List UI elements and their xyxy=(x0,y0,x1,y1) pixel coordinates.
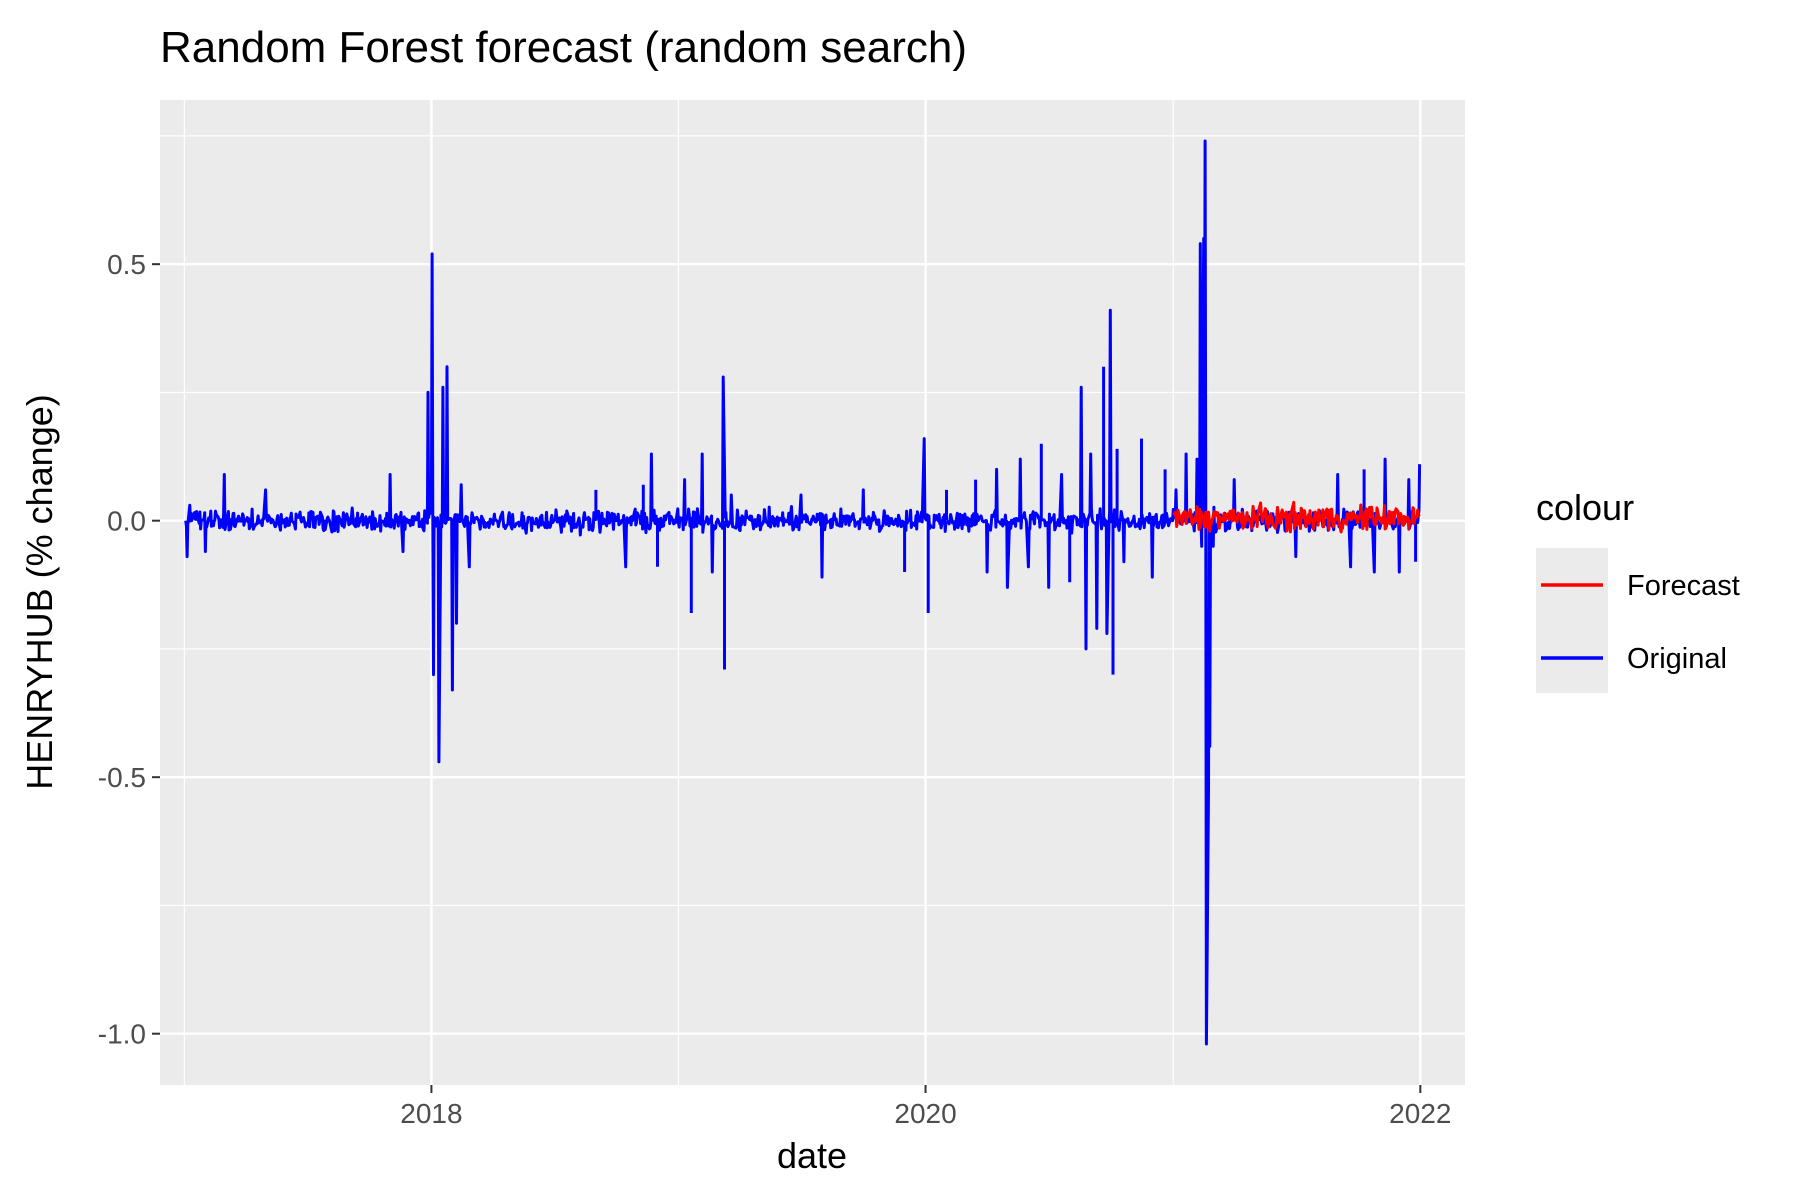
y-tick-label: 0.5 xyxy=(107,249,146,280)
series-layer xyxy=(184,139,1422,1046)
y-axis: 0.5 0.0 -0.5 -1.0 xyxy=(98,249,160,1050)
x-axis-title: date xyxy=(777,1135,847,1176)
series-line-original xyxy=(184,139,1422,1046)
x-tick-label: 2018 xyxy=(400,1098,462,1129)
chart-title: Random Forest forecast (random search) xyxy=(160,23,967,72)
y-tick-label: 0.0 xyxy=(107,506,146,537)
series-line-forecast xyxy=(1172,500,1421,534)
legend: colour Forecast Original xyxy=(1536,487,1740,693)
minor-grid xyxy=(160,100,1465,1085)
x-tick-label: 2022 xyxy=(1389,1098,1451,1129)
legend-key-background xyxy=(1536,548,1608,693)
legend-title: colour xyxy=(1536,487,1634,528)
major-grid xyxy=(160,100,1465,1085)
y-tick-label: -1.0 xyxy=(98,1019,146,1050)
y-tick-label: -0.5 xyxy=(98,762,146,793)
y-axis-title: HENRYHUB (% change) xyxy=(19,394,60,789)
plot-panel xyxy=(160,100,1465,1085)
x-axis: 2018 2020 2022 xyxy=(400,1085,1451,1129)
legend-label-original: Original xyxy=(1627,643,1727,675)
legend-label-forecast: Forecast xyxy=(1627,570,1740,602)
x-tick-label: 2020 xyxy=(894,1098,956,1129)
